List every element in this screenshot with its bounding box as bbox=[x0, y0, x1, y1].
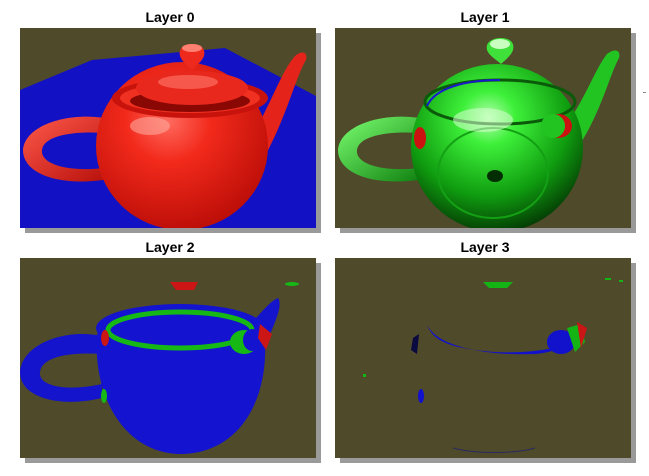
layer-0-render bbox=[20, 28, 316, 228]
teapot-body bbox=[96, 328, 266, 454]
stray-mark bbox=[643, 92, 646, 93]
layer-3-title: Layer 3 bbox=[460, 239, 510, 255]
layer-0-title: Layer 0 bbox=[145, 9, 195, 25]
layer-1-title: Layer 1 bbox=[460, 9, 510, 25]
layer-2-title: Layer 2 bbox=[145, 239, 195, 255]
layer-1-render bbox=[335, 28, 631, 228]
teapot-handle bbox=[23, 116, 116, 182]
layer-3-render bbox=[335, 258, 631, 458]
teapot-body bbox=[411, 64, 583, 228]
layer-2-render bbox=[20, 258, 316, 458]
